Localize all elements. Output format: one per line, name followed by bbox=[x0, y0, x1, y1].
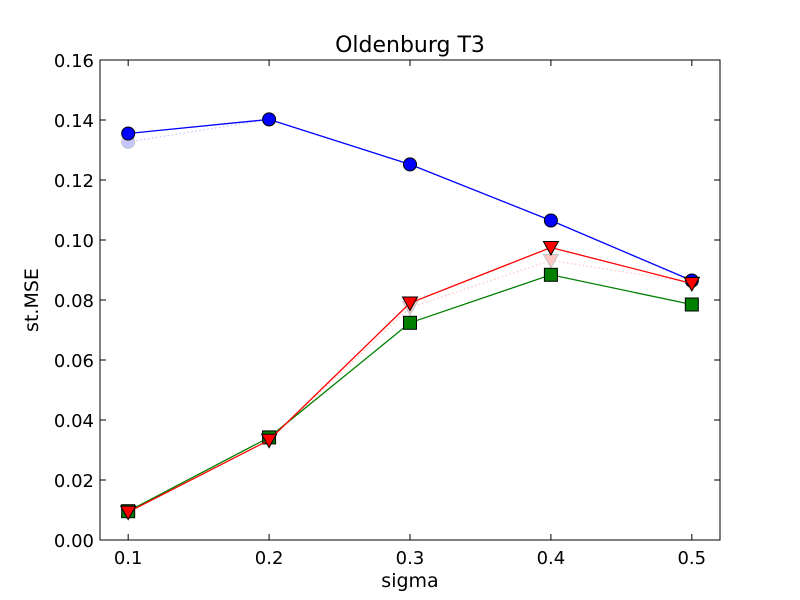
y-tick-label: 0.06 bbox=[54, 351, 94, 372]
series-red-triangles bbox=[119, 241, 701, 521]
x-tick-label: 0.1 bbox=[114, 548, 143, 569]
data-point-triangle bbox=[542, 241, 560, 257]
data-point-circle bbox=[121, 126, 136, 141]
data-point-circle bbox=[403, 157, 417, 172]
data-point-triangle bbox=[683, 277, 701, 293]
data-point-square bbox=[403, 315, 417, 330]
y-tick-label: 0.12 bbox=[54, 171, 94, 192]
data-point-triangle bbox=[401, 296, 419, 312]
y-axis-label: st.MSE bbox=[21, 268, 43, 332]
data-point-square bbox=[684, 297, 699, 312]
y-tick-label: 0.00 bbox=[54, 531, 94, 552]
data-point-circle bbox=[543, 213, 558, 228]
x-tick-label: 0.2 bbox=[255, 548, 284, 569]
y-tick-label: 0.08 bbox=[54, 291, 94, 312]
data-point-circle bbox=[262, 112, 277, 127]
x-tick-label: 0.3 bbox=[396, 548, 425, 569]
x-tick-label: 0.4 bbox=[537, 548, 566, 569]
series-layer bbox=[119, 112, 701, 521]
y-tick-label: 0.04 bbox=[54, 411, 94, 432]
chart-title: Oldenburg T3 bbox=[335, 33, 485, 58]
data-point-square bbox=[543, 267, 558, 282]
y-tick-label: 0.02 bbox=[54, 471, 94, 492]
y-tick-label: 0.10 bbox=[54, 231, 94, 252]
x-axis-label: sigma bbox=[381, 570, 438, 592]
y-tick-label: 0.14 bbox=[54, 111, 94, 132]
data-point-triangle bbox=[119, 505, 137, 521]
x-tick-label: 0.5 bbox=[677, 548, 706, 569]
data-point-triangle bbox=[260, 433, 278, 449]
y-tick-label: 0.16 bbox=[54, 51, 94, 72]
tick-layer: 0.1 0.2 0.3 0.4 0.5 0.00 0.02 0.04 0.06 0.08 0.10 0… bbox=[54, 51, 720, 569]
